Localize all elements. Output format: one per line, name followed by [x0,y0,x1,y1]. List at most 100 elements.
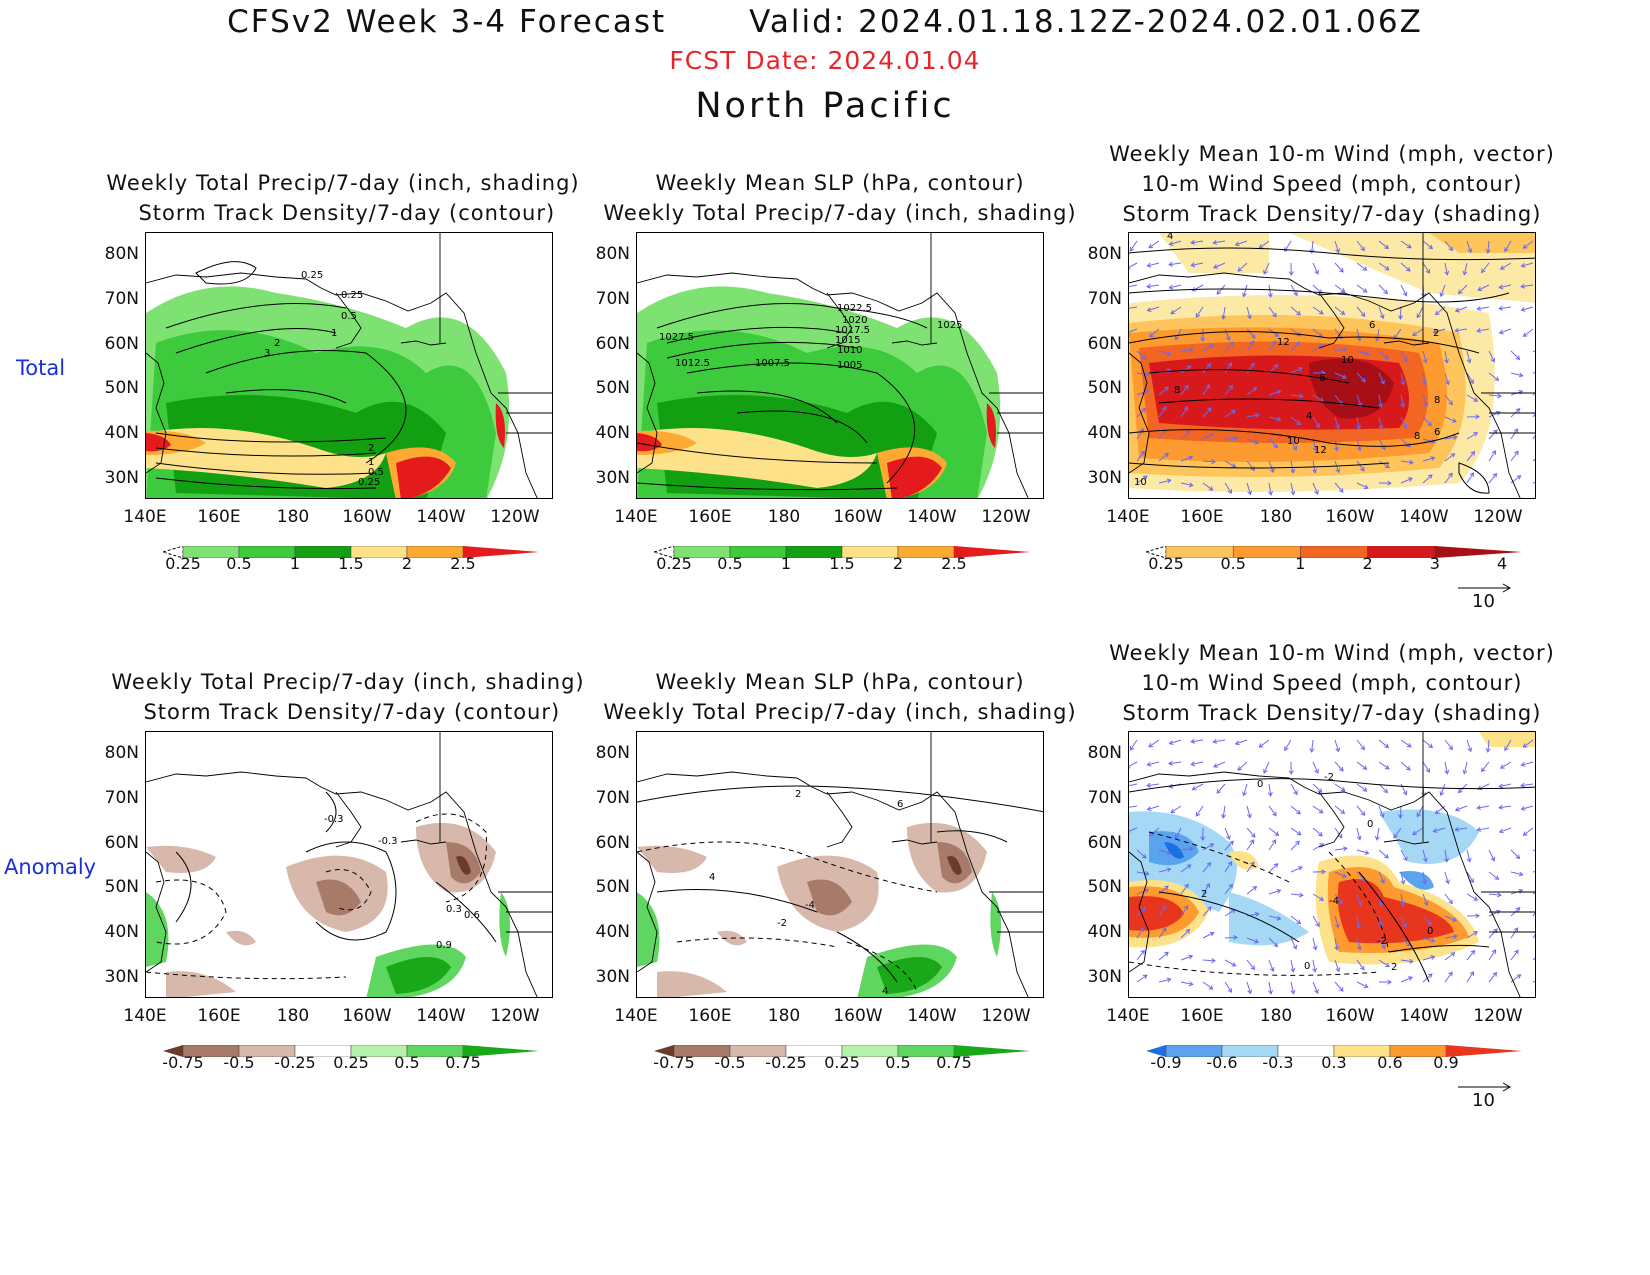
contour-label: 2 [274,338,280,349]
wind-vector [1466,372,1474,385]
colorbar-label: 0.75 [936,1053,972,1072]
contour-line [195,261,257,285]
map-panel-3[interactable]: 4 6 8 2 12 10 6 8 4 6 8 10 12 10 [1128,232,1536,499]
coastline [826,292,853,349]
wind-vector [1434,805,1446,815]
wind-vector [1466,971,1475,983]
shading-region [146,822,496,997]
contour-label: 0.5 [341,311,357,322]
map-canvas: -0.3 -0.3 0.30.6 0.9 [146,732,552,997]
wind-vector [1532,849,1535,852]
contour-label: 1022.5 [837,303,872,314]
wind-vector [1334,482,1344,493]
map-panel-4[interactable]: -0.3 -0.3 0.3 0.6 0.9 [145,731,553,998]
contour-line [225,389,347,404]
contour-line [1158,398,1380,409]
wind-vector [1224,482,1232,494]
colorbar-right-tip [1434,546,1522,558]
wind-vector [1522,240,1534,249]
wind-vector [1481,761,1490,773]
colorbar-label: -0.75 [653,1053,695,1072]
wind-vector [1499,761,1512,769]
contour-label: 6 [1434,427,1440,438]
wind-vector [1312,438,1318,452]
wind-vector [1212,240,1226,245]
wind-vector [1224,341,1234,352]
wind-vector [1202,459,1216,465]
wind-vector [1268,937,1279,948]
panel-title: Weekly Mean 10-m Wind (mph, vector) 10-m… [1109,142,1555,226]
colorbar-label: 0.25 [656,554,692,573]
lat-label: 80N [595,244,630,264]
wind-vector [1334,937,1339,951]
contour-label: 10 [1287,436,1300,447]
panel-title: Weekly Total Precip/7-day (inch, shading… [111,670,585,724]
wind-vector [1202,384,1211,396]
panel-title: Weekly Total Precip/7-day (inch, shading… [106,171,580,225]
reference-vector [1458,579,1514,598]
wind-vector [1400,240,1412,249]
contour-line [165,303,347,329]
colorbar [1144,543,1522,562]
lat-label: 60N [104,333,139,354]
colorbar-label: -0.25 [274,1053,316,1072]
wind-vector [1488,928,1498,939]
wind-vector [1237,262,1248,272]
wind-vector [1454,826,1468,832]
wind-vector [1290,892,1304,898]
wind-vector [1246,340,1255,352]
shading-region [947,856,962,875]
wind-vector [1168,739,1182,746]
wind-vector [1334,959,1341,973]
wind-vector [1312,915,1320,928]
wind-vector [1268,863,1279,873]
map-panel-6[interactable]: 0 -2 0 2 0 -4 -2 0 2 [1128,731,1536,998]
contour-label: 0.25 [301,270,323,281]
reference-vector-label: 10 [1472,591,1495,612]
lon-label: 160E [688,1006,732,1026]
wind-vector [1180,928,1191,939]
wind-vector [1268,959,1275,973]
wind-vector [1378,739,1390,749]
wind-vector [1444,472,1453,484]
colorbar-right-tip [954,546,1030,558]
wind-vector [1356,460,1365,472]
wind-vector [1444,915,1457,922]
wind-vector [1290,981,1296,995]
wind-vector [1334,347,1348,353]
map-canvas: 2 6 4 -4 -2 4 [637,732,1043,997]
wind-vector [1462,262,1468,276]
wind-vector [1422,739,1434,749]
wind-vector [1202,906,1212,917]
map-panel-5[interactable]: 2 6 4 -4 -2 4 [636,731,1044,998]
shading-region [807,842,972,916]
wind-vector [1224,861,1233,873]
wind-vector [1422,937,1436,943]
contour-line [1129,331,1480,354]
wind-vector [1454,805,1468,812]
wind-vector [1400,394,1406,408]
panel-title: Weekly Mean SLP (hPa, contour) Weekly To… [603,670,1077,724]
wind-vector [1466,871,1474,884]
wind-vector [1400,262,1411,272]
wind-vector [1129,306,1138,311]
map-panel-2[interactable]: 1022.5 1020 1017.5 1015 1010 1005 1027.5 1012.5… [636,232,1044,499]
wind-vector [1268,827,1280,836]
wind-vector [1356,783,1368,792]
wind-vector [1444,435,1458,441]
wind-vector [1444,971,1453,983]
wind-vector [1400,871,1406,885]
wind-vector [1312,306,1324,315]
lon-label: 180 [276,507,310,527]
wind-vector [1190,738,1204,744]
wind-vector [1510,849,1521,860]
wind-vector [1200,328,1206,342]
contour-label: 4 [1167,233,1173,242]
wind-vector [1168,760,1182,766]
colorbar-label: 0.5 [885,1053,911,1072]
contour-line [305,841,397,941]
colorbar-label: 1 [780,554,792,573]
wind-vector [1374,827,1380,841]
map-panel-1[interactable]: 0.25 0.25 0.5 1 2 3 2 1 0.5 0.25 [145,232,553,499]
